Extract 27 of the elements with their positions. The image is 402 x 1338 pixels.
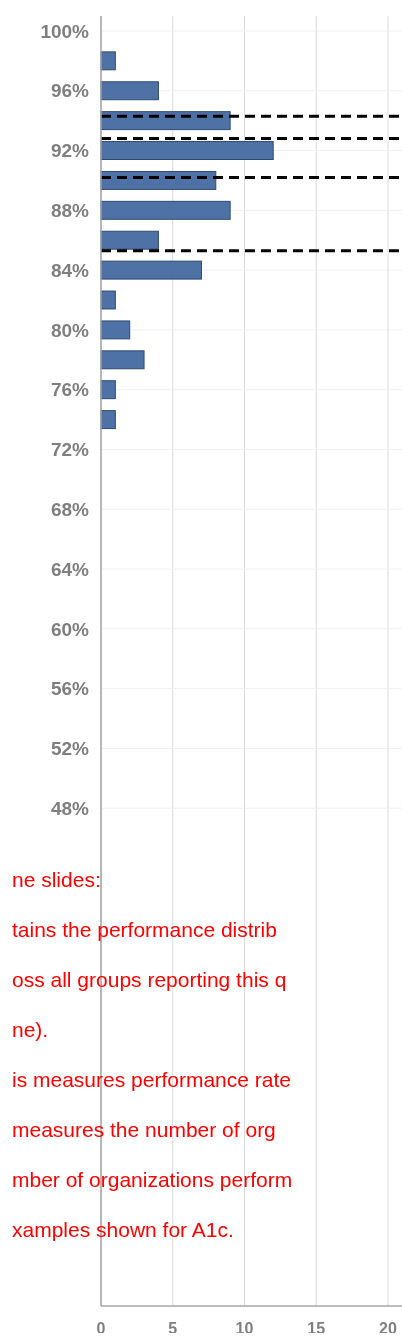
y-tick-label: 88% (50, 199, 90, 221)
y-tick-label: 72% (50, 439, 90, 461)
text: ne slides: (12, 868, 101, 892)
annotation: is measures performance rate (12, 1068, 291, 1092)
y-tick-label: 60% (50, 618, 90, 640)
annotation: oss all groups reporting this q (12, 968, 287, 992)
x-tick-label: 10 (235, 1319, 254, 1337)
x-tick-label: 15 (307, 1319, 326, 1337)
y-tick-label: 96% (50, 80, 90, 102)
y-tick-label: 64% (50, 558, 90, 580)
x-tick-label: 5 (168, 1319, 178, 1337)
annotation: xamples shown for A1c. (12, 1218, 234, 1242)
y-tick-label: 84% (50, 259, 90, 281)
text: ne). (12, 1018, 49, 1042)
y-tick-label: 92% (50, 140, 90, 162)
annotation: measures the number of org (12, 1118, 276, 1142)
y-tick-label: 48% (50, 797, 90, 819)
x-tick-label: 20 (379, 1319, 397, 1337)
y-tick-label: 68% (50, 498, 90, 520)
annotation: tains the performance distrib (12, 918, 277, 942)
y-tick-label: 100% (40, 20, 90, 42)
annotation: mber of organizations perform (12, 1168, 293, 1192)
x-tick-label: 0 (96, 1319, 106, 1337)
y-tick-label: 80% (50, 319, 90, 341)
y-tick-label: 76% (50, 379, 90, 401)
y-tick-label: 56% (50, 678, 90, 700)
y-tick-label: 52% (50, 738, 90, 760)
